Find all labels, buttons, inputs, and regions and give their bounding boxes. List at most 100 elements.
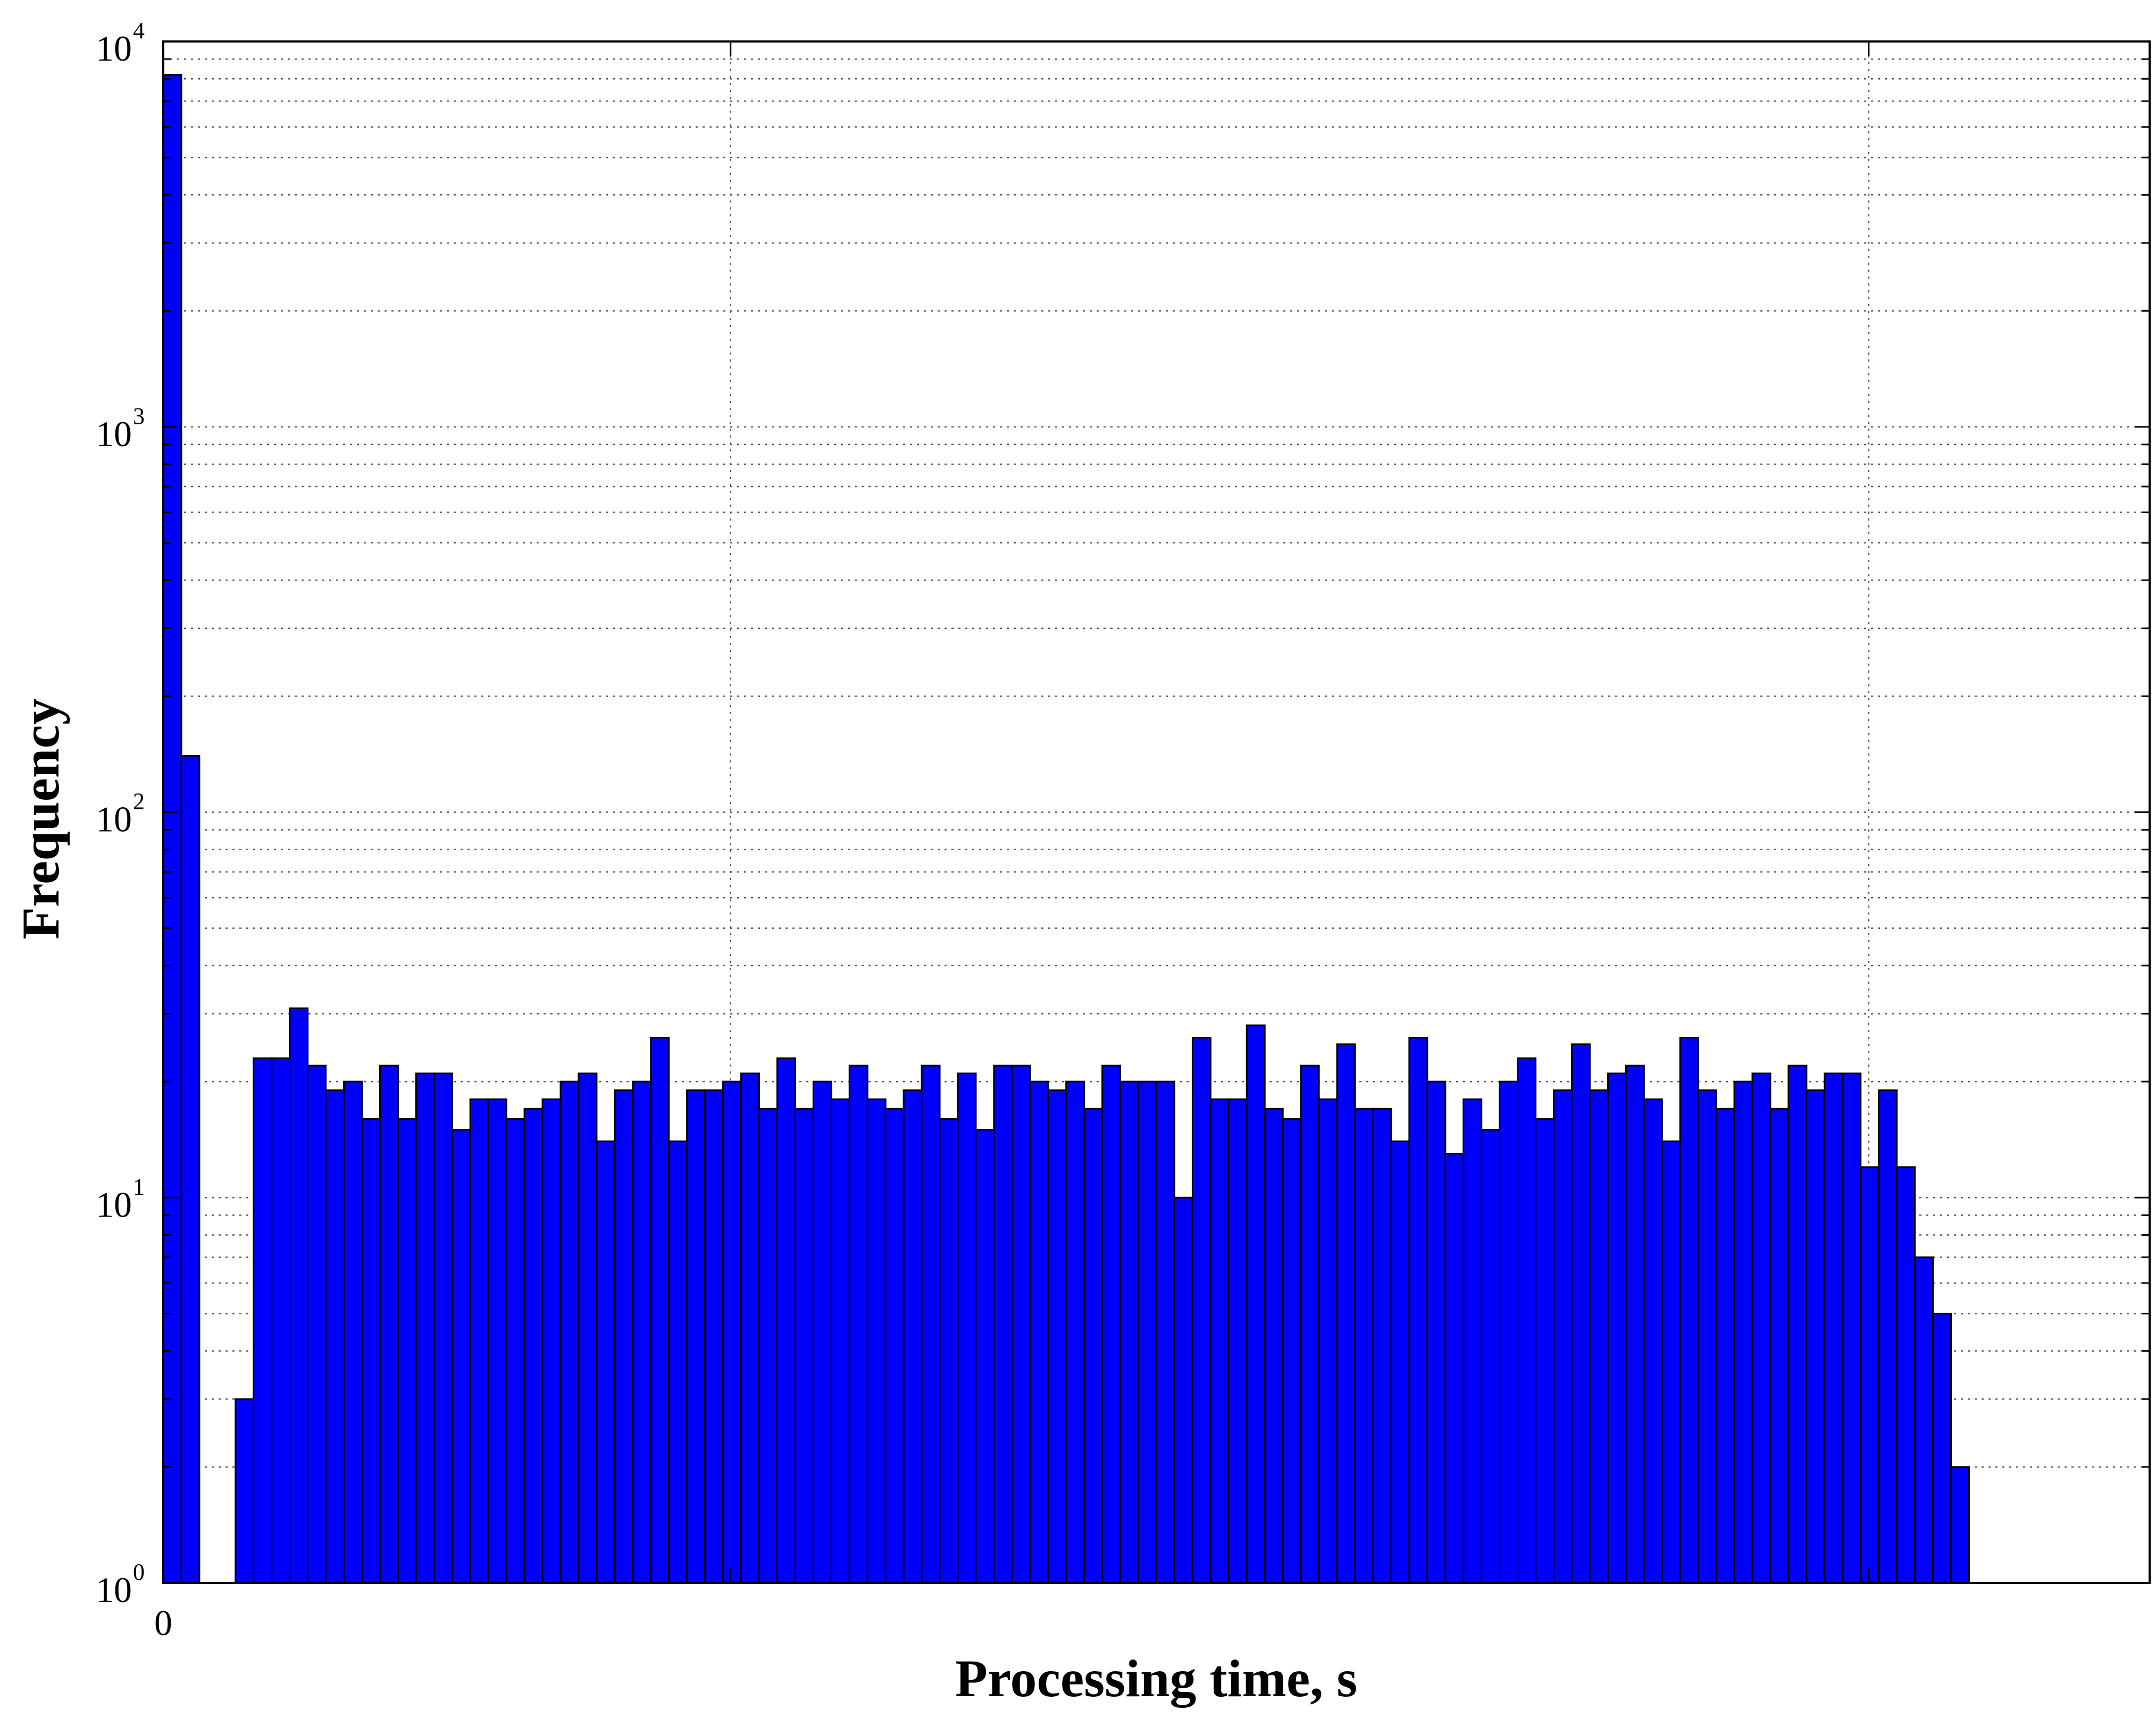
histogram-bar: [1625, 1065, 1645, 1584]
plot-frame: [162, 40, 2151, 1584]
y-tick-exponent: 1: [133, 1174, 145, 1200]
histogram-bar: [1065, 1080, 1085, 1584]
histogram-bar: [162, 73, 182, 1584]
histogram-bar: [559, 1080, 580, 1584]
histogram-bar: [1354, 1108, 1374, 1584]
histogram-bar: [1047, 1089, 1067, 1584]
histogram-bar: [1336, 1043, 1356, 1584]
histogram-bar: [1697, 1089, 1717, 1584]
histogram-bar: [1535, 1118, 1555, 1584]
histogram-bar: [1824, 1072, 1844, 1584]
histogram-bar: [939, 1118, 959, 1584]
grid-lines: [163, 41, 2150, 1583]
histogram-bar: [451, 1129, 471, 1584]
y-tick-base: 10: [96, 1184, 132, 1225]
histogram-bar: [957, 1072, 977, 1584]
histogram-bar: [1932, 1312, 1952, 1584]
histogram-bar: [632, 1080, 652, 1584]
histogram-bar: [253, 1057, 273, 1584]
histogram-bar: [1426, 1080, 1447, 1584]
histogram-bar: [1318, 1098, 1338, 1584]
histogram-bar: [289, 1007, 309, 1584]
histogram-bar: [704, 1089, 724, 1584]
histogram-bar: [1209, 1098, 1230, 1584]
histogram-bar: [343, 1080, 363, 1584]
histogram-bar: [1806, 1089, 1826, 1584]
histogram-bar: [1444, 1153, 1465, 1584]
histogram-bar: [1083, 1108, 1104, 1584]
histogram-bar: [722, 1080, 742, 1584]
histogram-bar: [776, 1057, 796, 1584]
histogram-bar: [686, 1089, 706, 1584]
histogram-bar: [758, 1108, 778, 1584]
histogram-bar: [1499, 1080, 1519, 1584]
y-axis-title: Frequency: [11, 698, 70, 940]
histogram-bar: [1878, 1089, 1898, 1584]
histogram-bar: [523, 1108, 544, 1584]
y-tick-label: 10 3: [96, 403, 145, 454]
histogram-bar: [866, 1098, 887, 1584]
histogram-bar: [884, 1108, 905, 1584]
histogram-bar: [433, 1072, 453, 1584]
y-tick-label: 10 0: [96, 1559, 145, 1610]
histogram-bar: [1517, 1057, 1537, 1584]
y-tick-exponent: 0: [133, 1559, 145, 1585]
histogram-bar: [1029, 1080, 1049, 1584]
histogram-bar: [271, 1057, 291, 1584]
histogram-bar: [1119, 1080, 1140, 1584]
y-tick-base: 10: [96, 799, 132, 840]
histogram-bar: [1246, 1024, 1266, 1584]
histogram-bar: [505, 1118, 525, 1584]
histogram-bar: [578, 1072, 598, 1584]
histogram-bar: [902, 1089, 923, 1584]
histogram-bar: [794, 1108, 814, 1584]
histogram-bar: [1227, 1098, 1248, 1584]
histogram-bar: [1463, 1098, 1483, 1584]
histogram-bar: [180, 755, 200, 1584]
histogram-bar: [487, 1098, 507, 1584]
histogram-bar: [596, 1140, 616, 1584]
histogram-bar: [812, 1080, 832, 1584]
histogram-bar: [1787, 1065, 1808, 1584]
histogram-bar: [1914, 1256, 1934, 1584]
histogram-bar: [1300, 1065, 1320, 1584]
histogram-bar: [1570, 1043, 1591, 1584]
histogram-bar: [848, 1065, 868, 1584]
histogram-bar: [1607, 1072, 1627, 1584]
y-tick-base: 10: [96, 414, 132, 454]
histogram-bar: [1733, 1080, 1753, 1584]
axis-ticks: [163, 41, 2150, 1583]
histogram-bar: [1372, 1108, 1392, 1584]
histogram-bar: [650, 1036, 670, 1584]
y-tick-base: 10: [96, 28, 132, 69]
y-tick-base: 10: [96, 1570, 132, 1610]
histogram-bar: [1408, 1036, 1428, 1584]
y-tick-exponent: 4: [133, 18, 145, 44]
histogram-bar: [1390, 1140, 1410, 1584]
histogram-bar: [1661, 1140, 1681, 1584]
histogram-bar: [830, 1098, 850, 1584]
histogram-bar: [1896, 1166, 1916, 1584]
x-axis-title: Processing time, s: [955, 1649, 1357, 1708]
histogram-bar: [1643, 1098, 1663, 1584]
histogram-bar: [541, 1098, 562, 1584]
y-tick-label: 10 4: [96, 18, 145, 69]
histogram-bar: [1481, 1129, 1501, 1584]
histogram-bar: [1842, 1072, 1862, 1584]
x-tick-label: 0: [154, 1603, 172, 1643]
histogram-bar: [1751, 1072, 1771, 1584]
histogram-bar: [1173, 1196, 1193, 1584]
histogram-bar: [1679, 1036, 1699, 1584]
y-tick-label: 10 2: [96, 789, 145, 840]
histogram-bar: [1156, 1080, 1175, 1584]
histogram-bar: [1769, 1108, 1790, 1584]
histogram-bar: [668, 1140, 688, 1584]
histogram-bar: [740, 1072, 760, 1584]
y-tick-exponent: 2: [133, 789, 145, 815]
histogram-bar: [1011, 1065, 1031, 1584]
histogram-bar: [1138, 1080, 1157, 1584]
histogram-bar: [397, 1118, 417, 1584]
histogram-bar: [921, 1065, 941, 1584]
y-tick-exponent: 3: [133, 403, 145, 429]
